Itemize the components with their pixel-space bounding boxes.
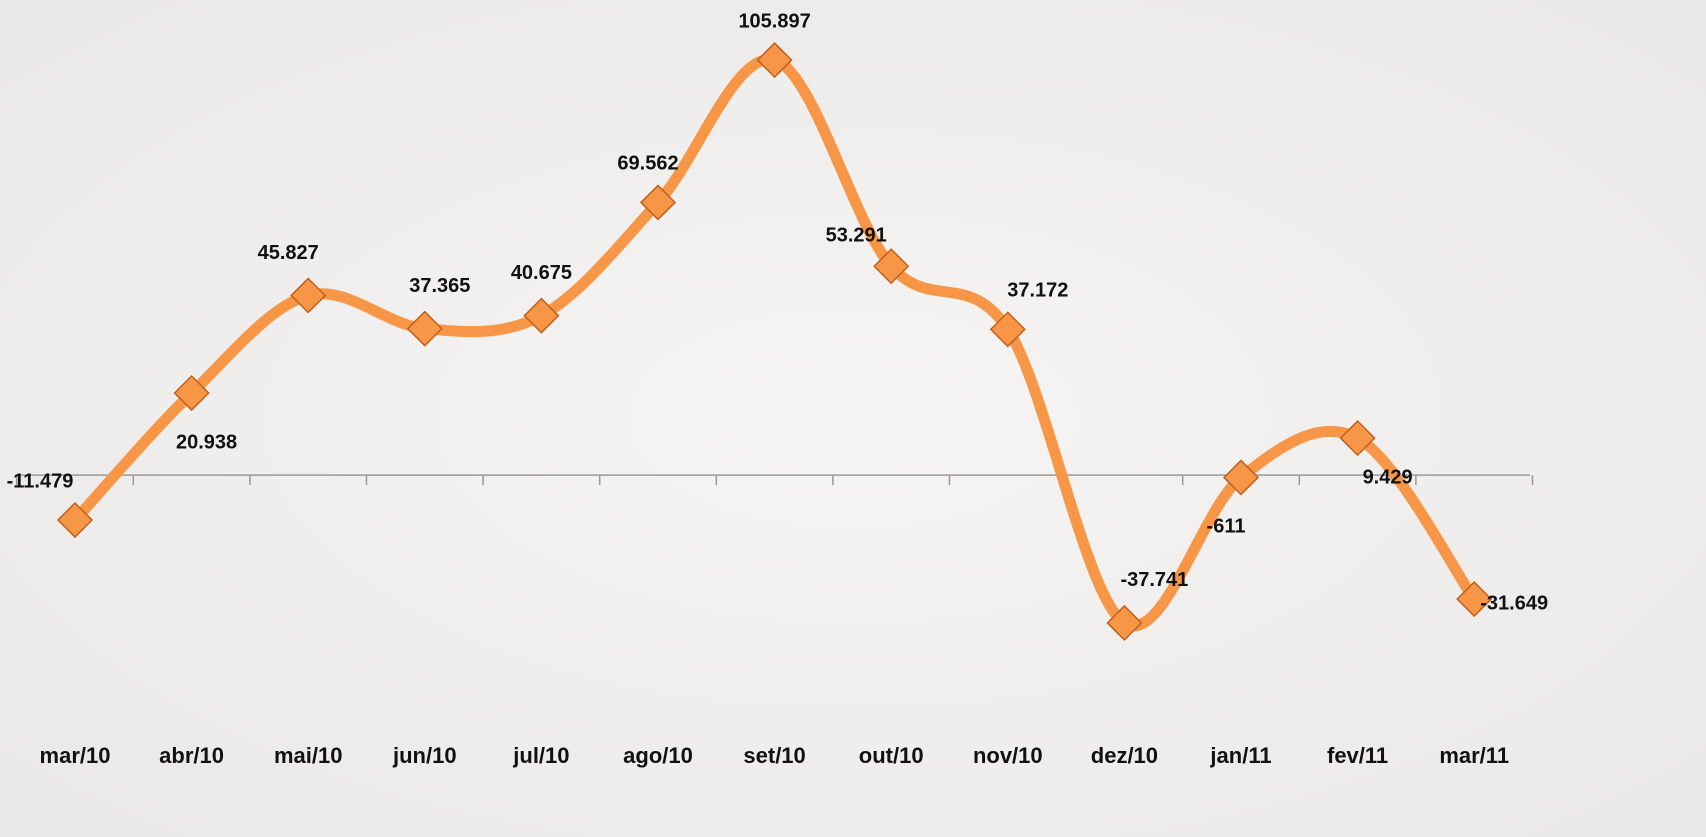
data-label: 40.675 xyxy=(511,262,572,284)
marker xyxy=(873,248,910,285)
marker xyxy=(406,310,443,347)
data-label: 69.562 xyxy=(617,153,678,175)
x-tick-label: mai/10 xyxy=(274,743,343,768)
marker xyxy=(756,42,793,79)
data-label: -11.479 xyxy=(7,470,74,492)
data-label: 37.172 xyxy=(1007,280,1068,302)
data-label: -31.649 xyxy=(1480,592,1548,614)
data-label: 45.827 xyxy=(258,242,319,264)
x-tick-label: fev/11 xyxy=(1327,743,1388,768)
x-tick-label: jan/11 xyxy=(1209,743,1271,768)
data-label: 37.365 xyxy=(409,275,470,297)
marker xyxy=(1456,581,1493,618)
marker xyxy=(173,374,210,412)
marker xyxy=(523,297,560,334)
data-label: 53.291 xyxy=(826,225,887,247)
marker xyxy=(989,311,1026,348)
marker xyxy=(1106,604,1143,642)
marker xyxy=(1339,420,1376,457)
marker xyxy=(290,277,327,314)
line xyxy=(69,54,1480,632)
data-label: -37.741 xyxy=(1120,569,1188,591)
x-tick-label: ago/10 xyxy=(623,743,693,768)
x-tick-label: abr/10 xyxy=(159,743,224,768)
x-tick-label: set/10 xyxy=(743,743,805,768)
data-label: 105.897 xyxy=(738,10,810,32)
x-tick-label: jul/10 xyxy=(512,743,569,768)
x-tick-label: jun/10 xyxy=(392,743,457,768)
data-label: 20.938 xyxy=(176,431,237,453)
data-label: 9.429 xyxy=(1363,466,1413,488)
data-label: -611 xyxy=(1207,516,1246,538)
x-tick-label: mar/10 xyxy=(40,743,111,768)
x-tick-label: out/10 xyxy=(859,743,924,768)
marker xyxy=(1222,459,1260,496)
x-tick-label: mar/11 xyxy=(1439,743,1509,768)
marker xyxy=(639,184,677,221)
x-tick-label: dez/10 xyxy=(1091,743,1158,768)
marker xyxy=(56,501,94,539)
x-tick-label: nov/10 xyxy=(973,743,1043,768)
